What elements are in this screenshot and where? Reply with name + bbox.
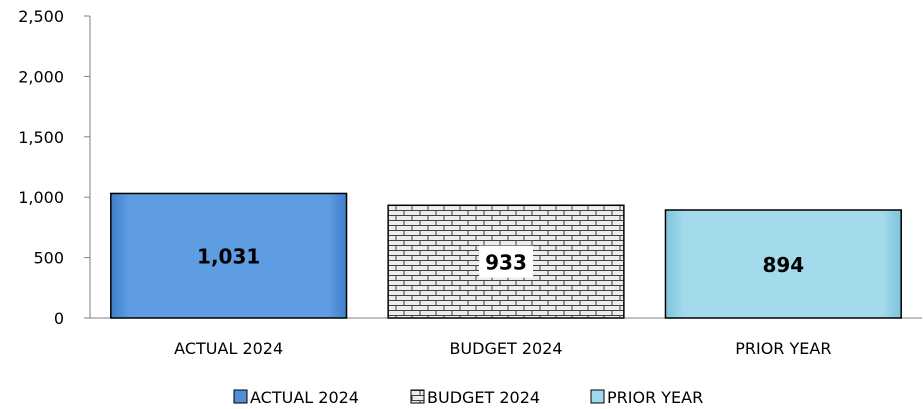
- category-label: BUDGET 2024: [449, 339, 562, 358]
- bar-prior-year: [664, 209, 902, 319]
- data-label-background: [479, 245, 533, 278]
- legend-swatch: [410, 389, 425, 404]
- y-tick-label: 0: [54, 309, 64, 328]
- data-label: 933: [485, 251, 527, 275]
- data-label: 894: [762, 253, 804, 277]
- legend-entry: PRIOR YEAR: [607, 388, 703, 407]
- y-tick-label: 2,000: [18, 67, 64, 86]
- y-tick-label: 1,000: [18, 188, 64, 207]
- legend-swatch: [590, 389, 605, 404]
- category-label: ACTUAL 2024: [174, 339, 283, 358]
- legend-entry: BUDGET 2024: [427, 388, 540, 407]
- legend: ACTUAL 2024 BUDGET 2024 PRIOR YEAR: [233, 388, 703, 407]
- y-tick-label: 500: [33, 249, 64, 268]
- data-label: 1,031: [197, 245, 260, 269]
- category-label: PRIOR YEAR: [735, 339, 831, 358]
- y-tick-label: 2,500: [18, 7, 64, 26]
- bar-actual-2024: [110, 192, 348, 319]
- legend-entry: ACTUAL 2024: [250, 388, 359, 407]
- legend-swatch: [233, 389, 248, 404]
- y-tick-label: 1,500: [18, 128, 64, 147]
